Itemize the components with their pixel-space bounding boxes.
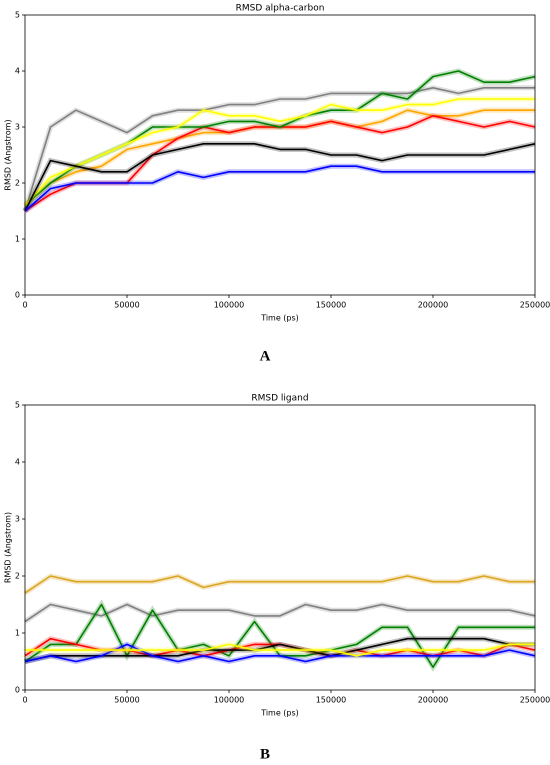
y-tick-label: 5 <box>15 11 20 20</box>
series-line <box>24 143 536 212</box>
panel-label: A <box>260 348 271 364</box>
y-tick-label: 5 <box>15 401 20 410</box>
x-tick-label: 0 <box>22 696 27 705</box>
plot-frame <box>24 14 536 296</box>
x-tick-label: 100000 <box>214 696 245 705</box>
y-tick-label: 2 <box>15 179 20 188</box>
series-line <box>24 575 535 594</box>
y-axis-label: RMSD (Angstrom) <box>4 512 13 583</box>
series-line <box>24 165 535 212</box>
x-tick-label: 0 <box>22 301 27 310</box>
x-tick-label: 50000 <box>114 301 139 310</box>
chart-title: RMSD alpha-carbon <box>236 4 325 14</box>
x-tick-label: 200000 <box>418 696 449 705</box>
y-tick-label: 3 <box>15 515 20 524</box>
panel-label: B <box>260 746 270 762</box>
x-axis-label: Time (ps) <box>260 314 299 323</box>
x-tick-label: 250000 <box>520 301 550 310</box>
y-tick-label: 0 <box>15 686 20 695</box>
series-line <box>24 637 535 663</box>
series-line <box>24 98 535 206</box>
y-tick-label: 0 <box>15 291 20 300</box>
y-tick-label: 2 <box>15 572 20 581</box>
series-line <box>24 643 536 663</box>
chart-title: RMSD ligand <box>251 394 308 404</box>
x-tick-label: 250000 <box>520 696 550 705</box>
y-tick-label: 4 <box>15 458 20 467</box>
y-axis-label: RMSD (Angstrom) <box>4 119 13 190</box>
series-line <box>25 643 535 657</box>
y-tick-label: 3 <box>15 123 20 132</box>
y-tick-label: 1 <box>15 629 20 638</box>
x-axis-label: Time (ps) <box>260 709 299 718</box>
x-tick-label: 150000 <box>316 696 347 705</box>
series-band <box>23 573 535 596</box>
x-tick-label: 100000 <box>214 301 245 310</box>
series-line <box>24 87 535 212</box>
y-tick-label: 4 <box>15 67 20 76</box>
series-line <box>24 603 536 623</box>
x-tick-label: 200000 <box>418 301 449 310</box>
x-tick-label: 150000 <box>316 301 347 310</box>
x-tick-label: 50000 <box>114 696 139 705</box>
y-tick-label: 1 <box>15 235 20 244</box>
plot-frame <box>24 404 536 691</box>
